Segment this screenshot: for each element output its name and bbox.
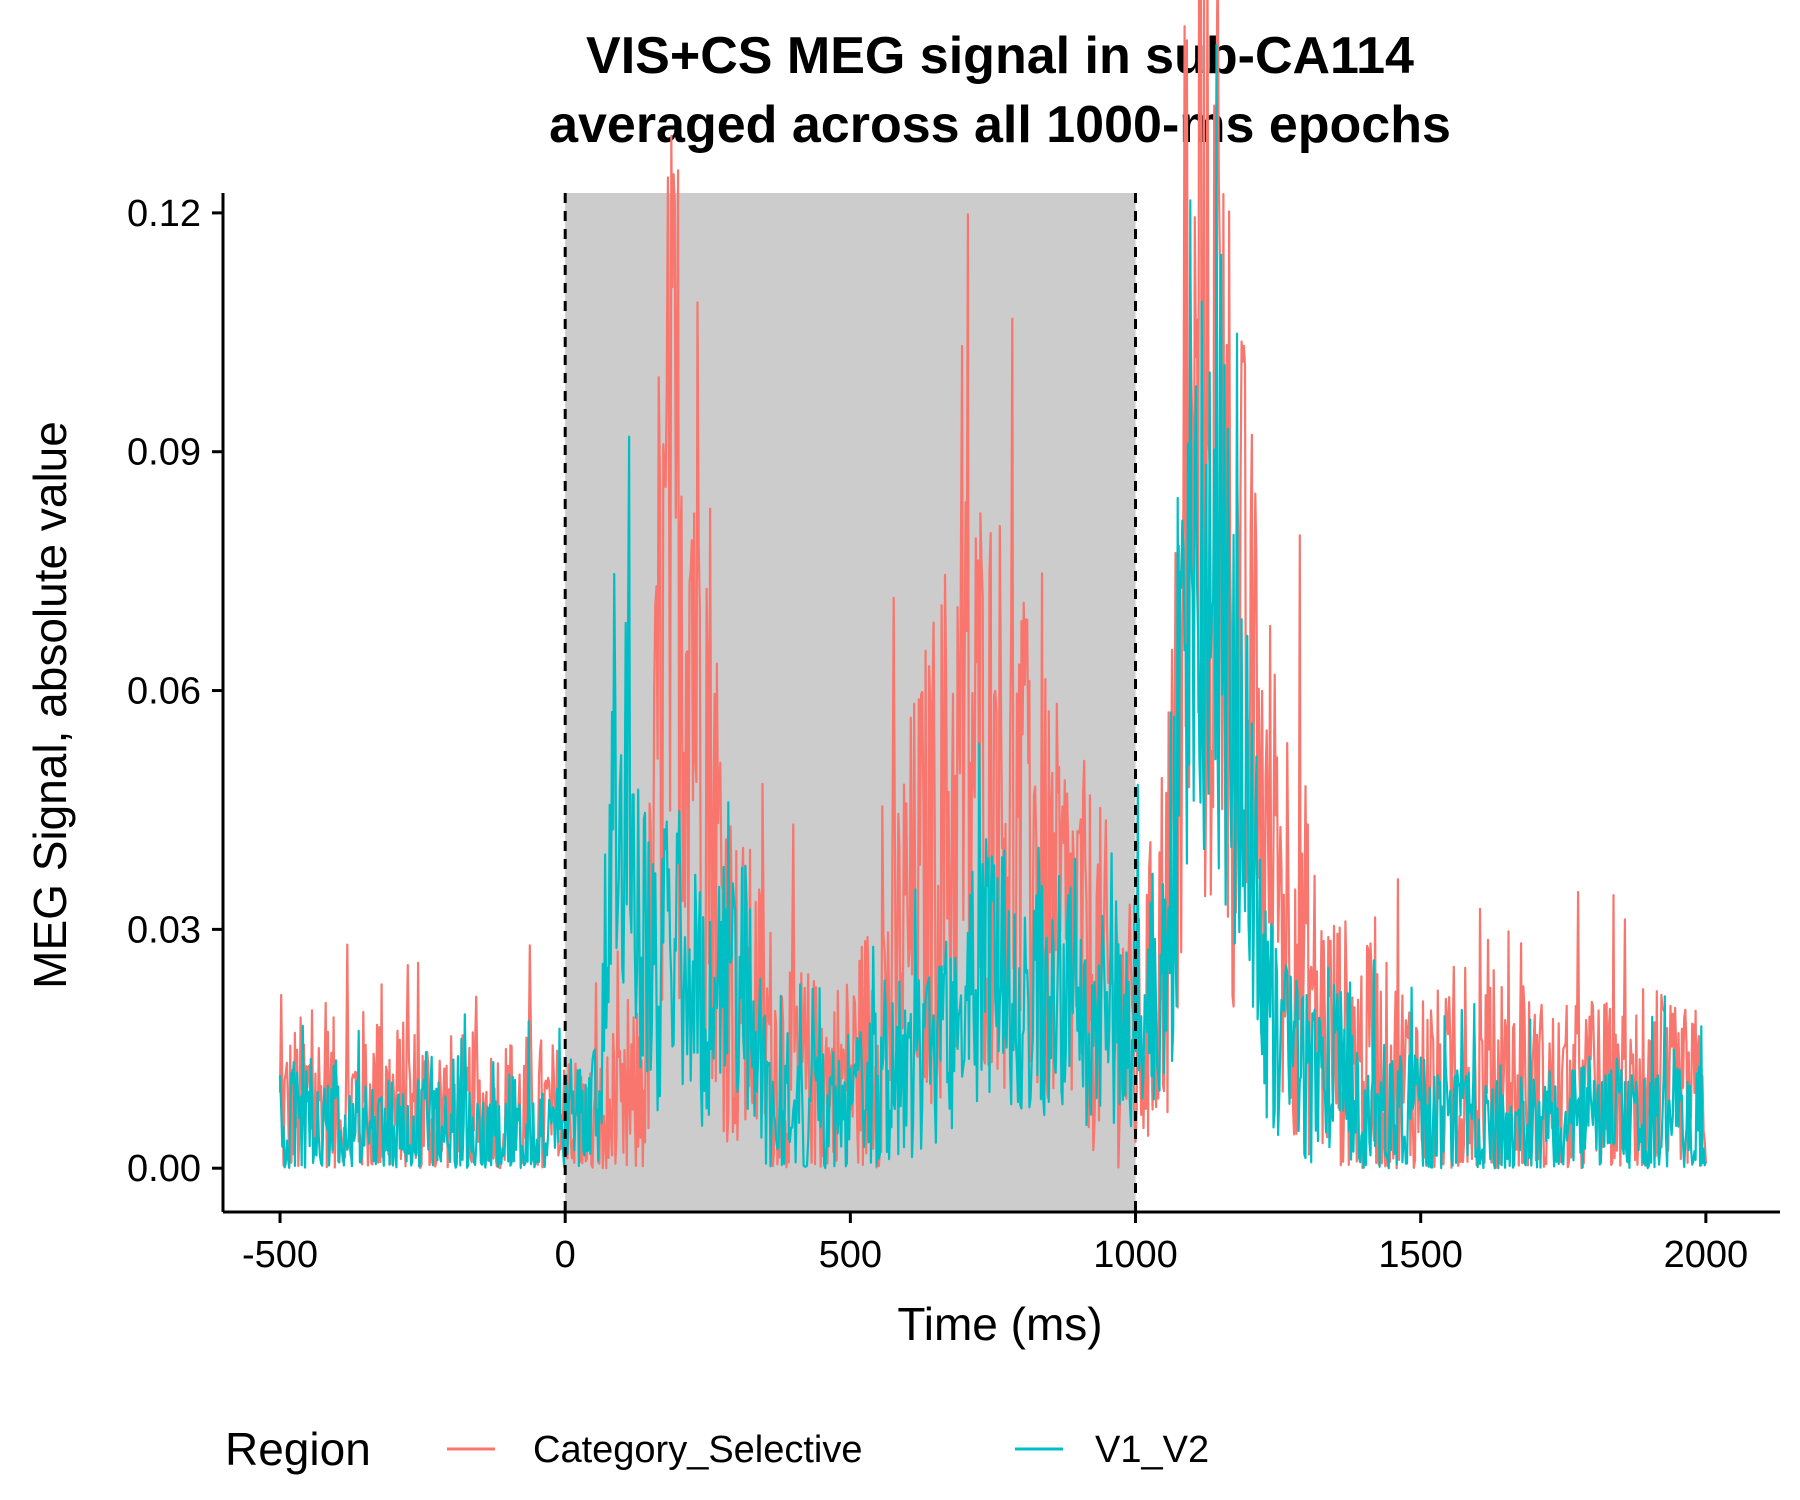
- y-tick-label: 0.12: [127, 193, 201, 235]
- y-tick-label: 0.06: [127, 671, 201, 713]
- x-tick-label: 1000: [1093, 1234, 1178, 1276]
- chart-title-line2: averaged across all 1000-ms epochs: [549, 96, 1451, 154]
- vline-layer: [563, 193, 1138, 1212]
- y-tick-label: 0.09: [127, 432, 201, 474]
- legend-label-category-selective: Category_Selective: [533, 1429, 863, 1471]
- y-tick-label: 0.00: [127, 1148, 201, 1190]
- legend-title: Region: [225, 1423, 371, 1475]
- plot-area: -500 0 500 1000 1500 2000 0.00 0.03 0.06 0.09 0.1…: [127, 0, 1780, 1276]
- x-tick-label: 2000: [1664, 1234, 1749, 1276]
- legend: Region Category_Selective V1_V2: [225, 1423, 1209, 1475]
- y-axis-title: MEG Signal, absolute value: [24, 421, 76, 989]
- x-tick-label: 500: [819, 1234, 882, 1276]
- y-axis-ticks: 0.00 0.03 0.06 0.09 0.12: [127, 193, 223, 1190]
- y-tick-label: 0.03: [127, 909, 201, 951]
- x-tick-label: 1500: [1378, 1234, 1463, 1276]
- chart-title-line1: VIS+CS MEG signal in sub-CA114: [586, 27, 1414, 85]
- series-line-v1-v2: [278, 43, 1707, 1170]
- x-tick-label: -500: [242, 1234, 318, 1276]
- series-layer: [278, 0, 1707, 1170]
- legend-label-v1-v2: V1_V2: [1095, 1429, 1209, 1471]
- x-axis-title: Time (ms): [897, 1298, 1102, 1350]
- x-axis-ticks: -500 0 500 1000 1500 2000: [242, 1212, 1748, 1276]
- x-tick-label: 0: [555, 1234, 576, 1276]
